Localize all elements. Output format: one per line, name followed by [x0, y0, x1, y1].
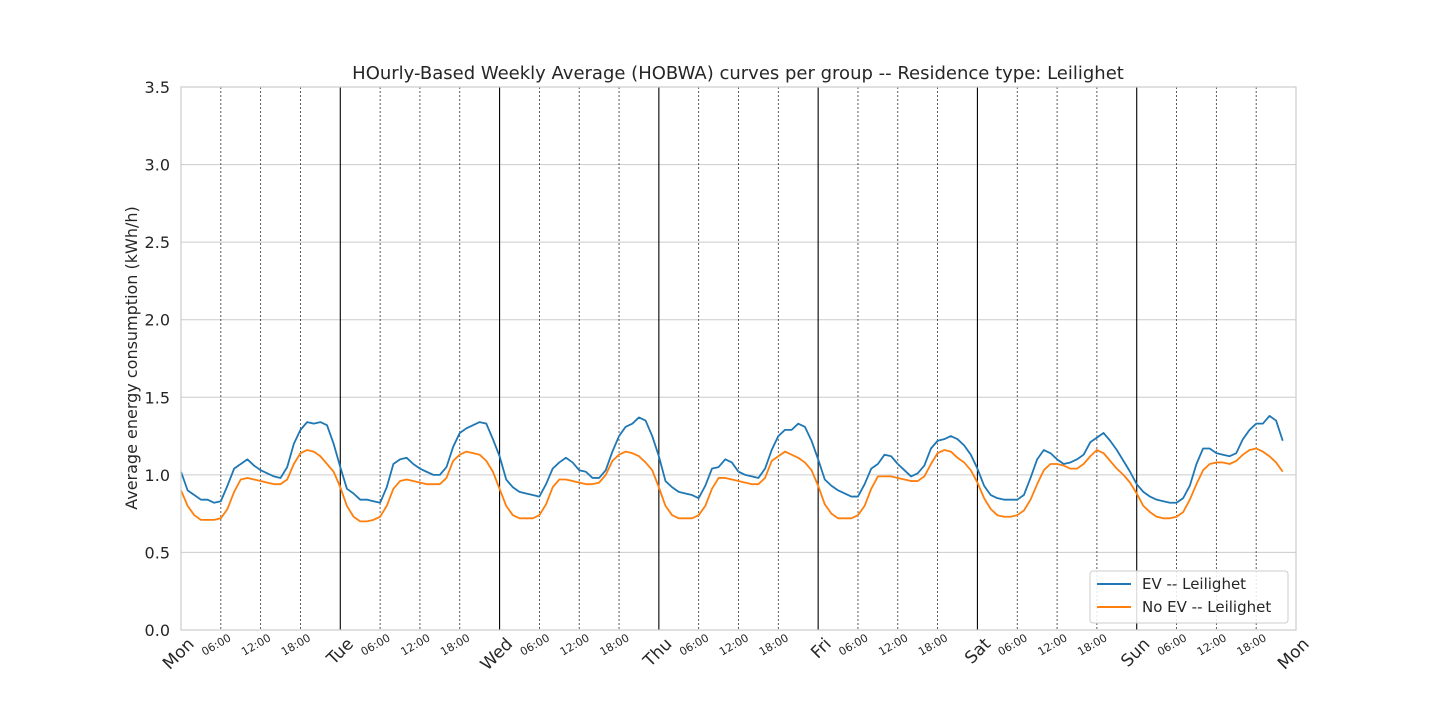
- y-tick-label: 0.5: [145, 543, 170, 562]
- series-line-ev: [180, 414, 1284, 504]
- y-axis-label: Average energy consumption (kWh/h): [122, 206, 141, 510]
- y-tick-label: 3.5: [145, 78, 170, 97]
- y-tick-label: 1.0: [145, 466, 170, 485]
- y-tick-labels: 0.0 0.5 1.0 1.5 2.0 2.5 3.0 3.5: [145, 78, 170, 640]
- y-tick-label: 1.5: [145, 388, 170, 407]
- legend-label-ev: EV -- Leilighet: [1142, 575, 1246, 593]
- plot-frame: [180, 86, 1297, 631]
- legend-box: [1089, 570, 1289, 624]
- legend: EV -- Leilighet No EV -- Leilighet: [1089, 570, 1289, 624]
- series-line-no-ev: [180, 447, 1284, 523]
- series-lines: [180, 414, 1284, 523]
- legend-label-no-ev: No EV -- Leilighet: [1142, 598, 1271, 616]
- y-tick-label: 3.0: [145, 156, 170, 175]
- y-tick-label: 2.0: [145, 311, 170, 330]
- y-tick-label: 2.5: [145, 233, 170, 252]
- chart-title: HOurly-Based Weekly Average (HOBWA) curv…: [352, 63, 1124, 84]
- y-tick-label: 0.0: [145, 621, 170, 640]
